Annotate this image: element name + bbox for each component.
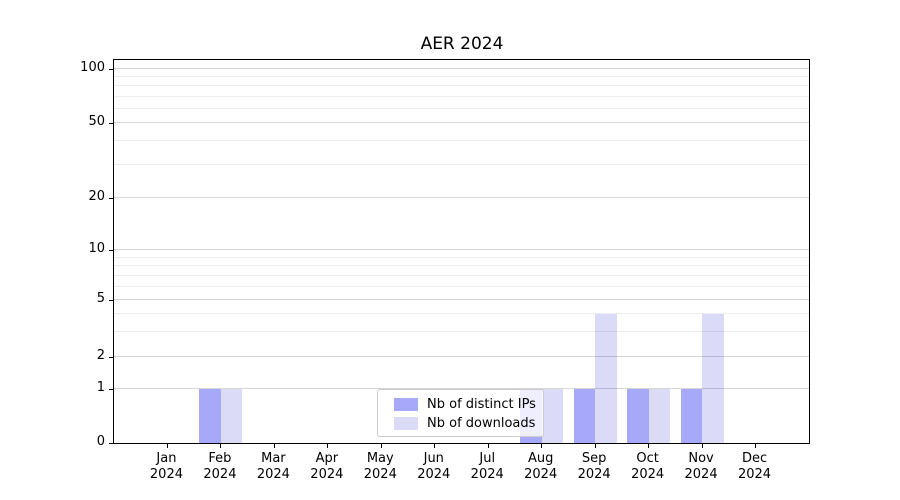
- x-tick-label: Jul 2024: [470, 451, 504, 482]
- y-tick-label: 0: [96, 434, 105, 449]
- x-tick: [220, 444, 222, 448]
- x-tick-label: Jun 2024: [417, 451, 451, 482]
- x-tick-label: Aug 2024: [524, 451, 558, 482]
- x-tick-label: Sep 2024: [577, 451, 611, 482]
- y-tick: [109, 123, 113, 124]
- bar-distinct-ips: [199, 389, 221, 443]
- legend-item-downloads: Nb of downloads: [378, 414, 543, 433]
- x-tick: [648, 444, 650, 448]
- x-tick: [434, 444, 436, 448]
- chart-title: AER 2024: [420, 34, 504, 54]
- y-tick-label: 20: [88, 188, 105, 204]
- y-tick: [109, 443, 113, 444]
- y-tick: [109, 299, 113, 301]
- x-tick-label: Feb 2024: [203, 451, 237, 482]
- bar-distinct-ips: [573, 389, 596, 443]
- bar-distinct-ips: [680, 389, 703, 443]
- x-tick: [541, 444, 543, 448]
- x-tick: [327, 444, 329, 448]
- x-tick-label: Dec 2024: [737, 451, 772, 482]
- y-tick: [109, 388, 113, 390]
- x-tick-label: Nov 2024: [684, 451, 718, 482]
- legend: Nb of distinct IPs Nb of downloads: [377, 389, 544, 437]
- x-tick: [487, 444, 489, 448]
- y-tick: [109, 250, 113, 251]
- bar-distinct-ips: [627, 389, 649, 443]
- x-tick: [701, 444, 703, 448]
- bar-downloads: [541, 389, 564, 443]
- y-tick-label: 50: [88, 114, 105, 129]
- x-tick: [380, 444, 382, 448]
- bar-downloads: [220, 389, 243, 443]
- y-tick-label: 1: [96, 379, 105, 395]
- x-tick-label: Oct 2024: [631, 451, 665, 482]
- bar-downloads: [648, 389, 671, 443]
- legend-swatch-distinct-ips: [394, 398, 418, 411]
- legend-item-distinct-ips: Nb of distinct IPs: [378, 395, 543, 414]
- x-tick: [166, 444, 168, 448]
- x-tick-label: Jan 2024: [149, 451, 183, 482]
- legend-swatch-downloads: [394, 417, 418, 430]
- x-axis: Jan 2024 Feb 2024 Mar 2024 Apr 2024 May 2024…: [113, 451, 810, 491]
- legend-label-distinct-ips: Nb of distinct IPs: [427, 396, 536, 412]
- x-tick-label: Mar 2024: [256, 451, 290, 482]
- y-tick-label: 2: [96, 348, 105, 364]
- y-tick: [109, 357, 113, 359]
- legend-label-downloads: Nb of downloads: [427, 415, 536, 431]
- y-tick-label: 100: [80, 60, 105, 75]
- x-tick-label: Apr 2024: [310, 451, 344, 482]
- bar-downloads: [595, 313, 617, 443]
- x-tick: [594, 444, 596, 448]
- bars-layer: [114, 60, 809, 443]
- y-tick-label: 10: [88, 241, 105, 256]
- x-tick: [273, 444, 275, 448]
- y-tick: [109, 197, 113, 199]
- y-axis: 0 1 2 5 10 20 50 100: [0, 59, 105, 449]
- y-tick-label: 5: [96, 290, 105, 306]
- x-tick-label: May 2024: [363, 451, 397, 482]
- x-tick: [755, 444, 757, 448]
- bar-downloads: [702, 313, 724, 443]
- y-tick: [109, 69, 113, 70]
- plot-area: [113, 59, 810, 444]
